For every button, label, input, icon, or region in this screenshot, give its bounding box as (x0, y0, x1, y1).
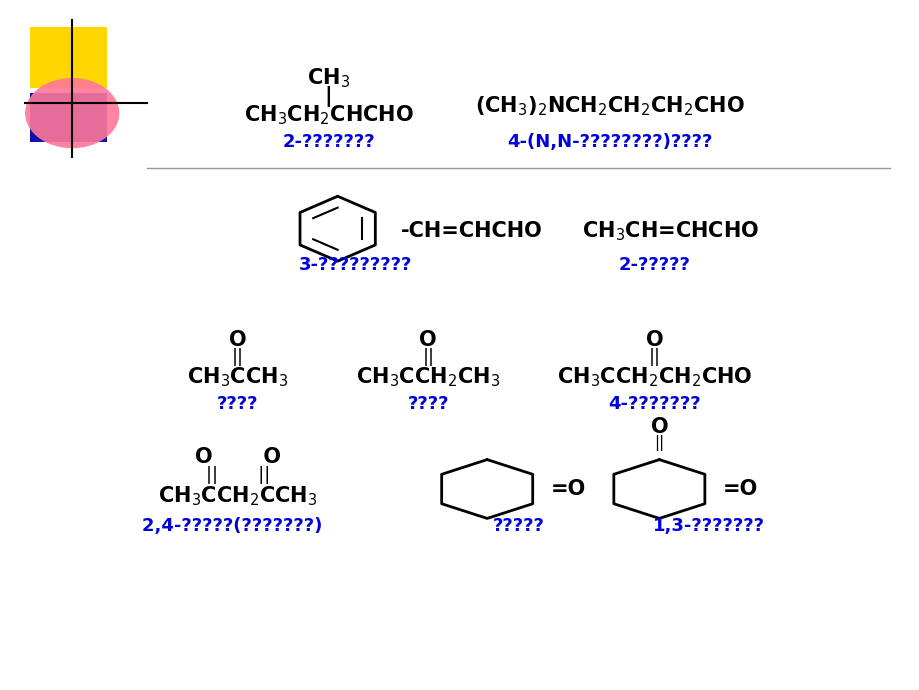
Text: O       O: O O (195, 446, 280, 466)
Text: O: O (650, 417, 667, 437)
Text: ||: || (422, 348, 434, 366)
Text: 2-???????: 2-??????? (282, 133, 375, 151)
Text: ||: || (653, 435, 664, 451)
Text: (CH$_3$)$_2$NCH$_2$CH$_2$CH$_2$CHO: (CH$_3$)$_2$NCH$_2$CH$_2$CH$_2$CHO (474, 95, 743, 118)
Text: ||: || (648, 348, 660, 366)
Text: |: | (324, 86, 332, 107)
Text: ?????: ????? (493, 517, 544, 535)
Text: CH$_3$CCH$_2$CH$_2$CHO: CH$_3$CCH$_2$CH$_2$CHO (557, 366, 752, 389)
Text: 3-?????????: 3-????????? (299, 256, 412, 274)
Text: -CH=CHCHO: -CH=CHCHO (401, 221, 542, 242)
Text: CH$_3$CCH$_2$CH$_3$: CH$_3$CCH$_2$CH$_3$ (356, 366, 500, 389)
Text: ????: ???? (217, 395, 258, 413)
Text: ????: ???? (407, 395, 448, 413)
Ellipse shape (25, 78, 119, 148)
Text: CH$_3$CCH$_2$CCH$_3$: CH$_3$CCH$_2$CCH$_3$ (158, 484, 317, 508)
Text: =O: =O (722, 479, 757, 499)
Bar (29, 93, 107, 142)
Text: O: O (645, 330, 663, 350)
Text: 1,3-???????: 1,3-??????? (652, 517, 765, 535)
Text: CH$_3$CH=CHCHO: CH$_3$CH=CHCHO (582, 219, 759, 243)
Text: ||       ||: || || (206, 466, 270, 484)
Text: =O: =O (550, 479, 585, 499)
Text: CH$_3$: CH$_3$ (307, 66, 350, 90)
Text: ||: || (232, 348, 244, 366)
Text: 2-?????: 2-????? (618, 256, 690, 274)
Text: CH$_3$CCH$_3$: CH$_3$CCH$_3$ (187, 366, 289, 389)
Text: 4-(N,N-????????)????: 4-(N,N-????????)???? (506, 133, 711, 151)
Text: CH$_3$CH$_2$CHCHO: CH$_3$CH$_2$CHCHO (244, 104, 414, 127)
Text: O: O (229, 330, 246, 350)
Text: 2,4-?????(???????): 2,4-?????(???????) (142, 517, 335, 535)
Bar (29, 27, 107, 88)
Text: 4-???????: 4-??????? (607, 395, 700, 413)
Text: O: O (419, 330, 437, 350)
